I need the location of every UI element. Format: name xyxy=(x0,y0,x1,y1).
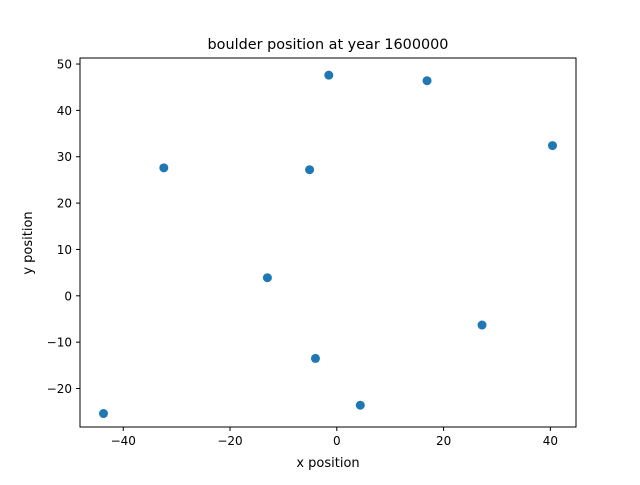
scatter-point xyxy=(422,76,432,86)
y-tick-label: 10 xyxy=(57,243,72,257)
scatter-point xyxy=(548,141,558,151)
scatter-point xyxy=(305,165,315,175)
y-axis-ticks: −20 −10 0 10 20 30 40 50 xyxy=(47,58,80,396)
scatter-point xyxy=(262,273,272,283)
data-points xyxy=(98,70,558,419)
scatter-point xyxy=(159,163,169,173)
y-tick-label: 0 xyxy=(64,289,72,303)
scatter-point xyxy=(477,320,487,330)
y-tick-label: 30 xyxy=(57,150,72,164)
x-axis-ticks: −40 −20 0 20 40 xyxy=(111,427,558,448)
y-tick-label: 40 xyxy=(57,104,72,118)
y-tick-label: 20 xyxy=(57,197,72,211)
plot-area-frame xyxy=(79,57,577,428)
x-tick-label: −40 xyxy=(111,434,136,448)
chart-title: boulder position at year 1600000 xyxy=(208,37,449,53)
scatter-point xyxy=(355,400,365,410)
x-axis-label: x position xyxy=(296,456,359,471)
x-tick-label: 40 xyxy=(543,434,558,448)
x-tick-label: −20 xyxy=(217,434,242,448)
y-tick-label: −10 xyxy=(47,336,72,350)
y-axis-label: y position xyxy=(21,211,36,274)
y-tick-label: 50 xyxy=(57,58,72,72)
scatter-point xyxy=(98,409,108,419)
scatter-point xyxy=(324,70,334,80)
y-tick-label: −20 xyxy=(47,382,72,396)
x-tick-label: 20 xyxy=(436,434,451,448)
scatter-point xyxy=(310,353,320,363)
x-tick-label: 0 xyxy=(333,434,341,448)
